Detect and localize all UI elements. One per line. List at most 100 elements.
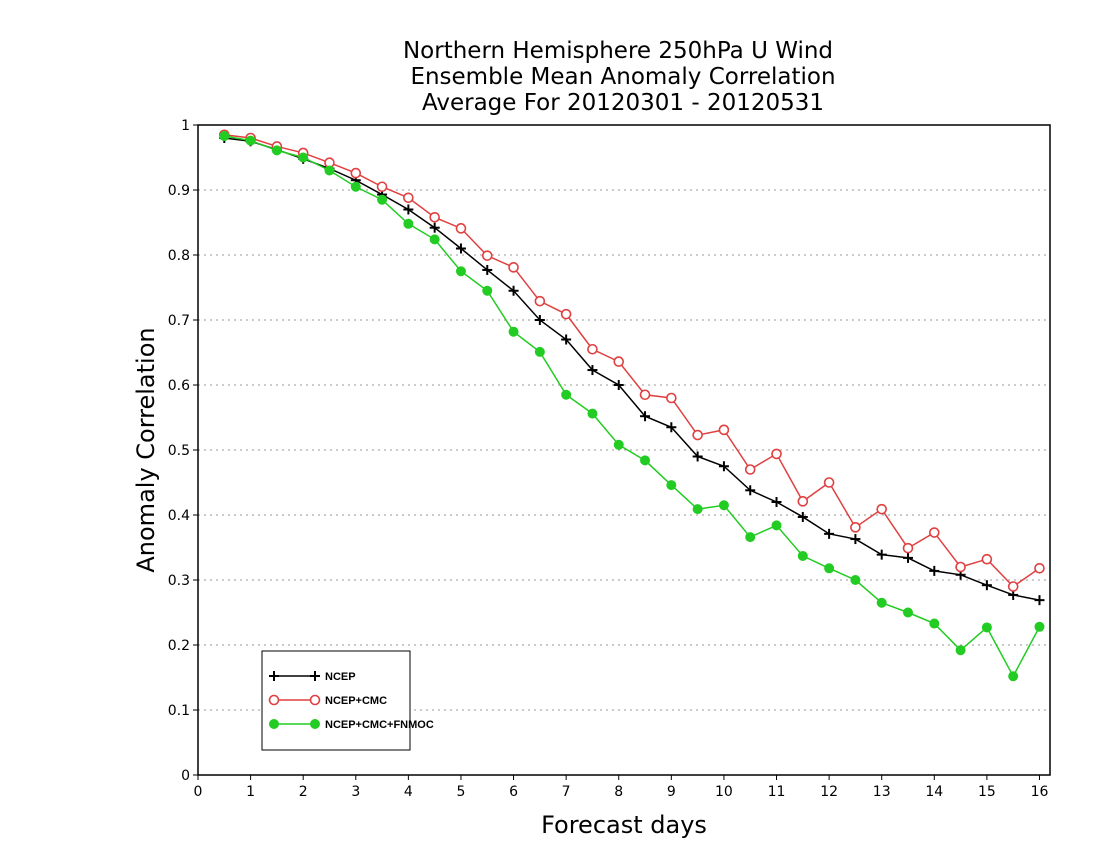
data-point [981, 622, 992, 633]
legend-swatch-marker [310, 671, 320, 681]
series-ncep-cmc [218, 129, 1045, 592]
x-tick-label: 0 [194, 784, 203, 800]
chart-title: Northern Hemisphere 250hPa U Wind Ensemb… [403, 38, 836, 116]
data-point [455, 243, 466, 254]
data-point [640, 455, 651, 466]
y-tick-label: 0.5 [168, 443, 190, 459]
data-point [245, 135, 256, 146]
x-tick-label: 11 [768, 784, 786, 800]
data-point [876, 503, 888, 515]
data-point [560, 308, 572, 320]
legend-label: NCEP [325, 671, 356, 683]
data-point [850, 575, 861, 585]
y-tick-label: 0.7 [168, 313, 190, 329]
legend-label: NCEP+CMC [325, 695, 387, 707]
data-point [639, 389, 651, 401]
data-point [797, 511, 808, 522]
data-point [850, 534, 861, 545]
data-point [771, 497, 782, 507]
data-point [692, 504, 703, 515]
legend: NCEP NCEP+CMC NCEP+CMC+FNMOC [261, 650, 434, 751]
legend-swatch-marker [309, 694, 321, 706]
data-point [1008, 671, 1019, 682]
x-tick-label: 2 [299, 784, 308, 800]
data-point [718, 500, 729, 511]
data-point [429, 222, 440, 233]
data-point [455, 223, 467, 234]
data-point [876, 549, 887, 560]
series-ncep-cmc-fnmoc [219, 131, 1045, 682]
data-point [771, 448, 782, 460]
data-point [219, 131, 230, 142]
legend-entry: NCEP+CMC [268, 694, 387, 707]
data-point [876, 597, 887, 608]
y-tick-label: 0.9 [168, 183, 190, 199]
y-axis-label: Anomaly Correlation [132, 327, 160, 572]
series-line [224, 135, 1041, 678]
x-tick-label: 6 [509, 784, 518, 800]
data-point [929, 565, 940, 576]
series-ncep [219, 133, 1045, 606]
data-point [377, 194, 388, 205]
data-point [903, 552, 913, 563]
x-tick-label: 5 [457, 784, 466, 800]
data-point [955, 645, 966, 656]
data-point [745, 485, 756, 496]
data-point [744, 464, 756, 475]
data-point [640, 411, 651, 422]
data-point [692, 429, 703, 441]
x-axis-label: Forecast days [541, 811, 707, 839]
data-point [902, 542, 914, 554]
data-point [903, 607, 913, 618]
data-point [455, 266, 466, 277]
x-tick-label: 7 [562, 784, 571, 800]
data-point [534, 295, 546, 307]
data-point [797, 550, 808, 561]
data-point [534, 346, 545, 357]
data-point [481, 250, 493, 261]
x-tick-label: 15 [978, 784, 996, 800]
y-tick-label: 0.6 [168, 378, 190, 394]
data-point [613, 439, 624, 450]
data-point [561, 334, 572, 345]
data-point [324, 165, 335, 176]
data-point [403, 192, 414, 204]
data-point [429, 234, 440, 245]
y-tick-label: 0.1 [168, 703, 190, 719]
data-point [613, 356, 625, 367]
data-point [824, 528, 835, 539]
title-line-2: Ensemble Mean Anomaly Correlation [410, 64, 835, 90]
data-point [271, 145, 282, 156]
data-point [797, 496, 809, 507]
data-point [350, 167, 362, 179]
data-point [613, 380, 624, 390]
x-tick-label: 12 [820, 784, 838, 800]
x-tick-label: 3 [351, 784, 360, 800]
data-point [403, 204, 414, 215]
data-point [928, 527, 940, 538]
x-tick-label: 4 [404, 784, 413, 800]
data-point [298, 152, 309, 163]
y-tick-label: 0.8 [168, 248, 190, 264]
data-point [823, 477, 835, 488]
x-tick-label: 10 [715, 784, 733, 800]
y-axis: 0 0.1 0.2 0.3 0.4 0.5 0.6 0.7 0.8 0.9 1 [168, 118, 198, 784]
legend-entry: NCEP+CMC+FNMOC [269, 719, 434, 731]
y-tick-label: 0.4 [168, 508, 190, 524]
legend-swatch-marker [269, 671, 279, 681]
data-point [482, 264, 493, 275]
title-line-3: Average For 20120301 - 20120531 [422, 90, 824, 116]
legend-swatch-marker [269, 719, 279, 729]
data-point [587, 408, 598, 419]
data-point [587, 343, 598, 355]
data-point [350, 181, 361, 192]
x-tick-label: 1 [246, 784, 255, 800]
series-line [224, 134, 1040, 588]
x-tick-label: 16 [1031, 784, 1049, 800]
data-point [1034, 595, 1045, 606]
data-point [718, 461, 729, 472]
data-point [666, 422, 677, 433]
gridlines [198, 189, 1050, 711]
series-layer [218, 129, 1045, 682]
x-tick-label: 13 [873, 784, 891, 800]
